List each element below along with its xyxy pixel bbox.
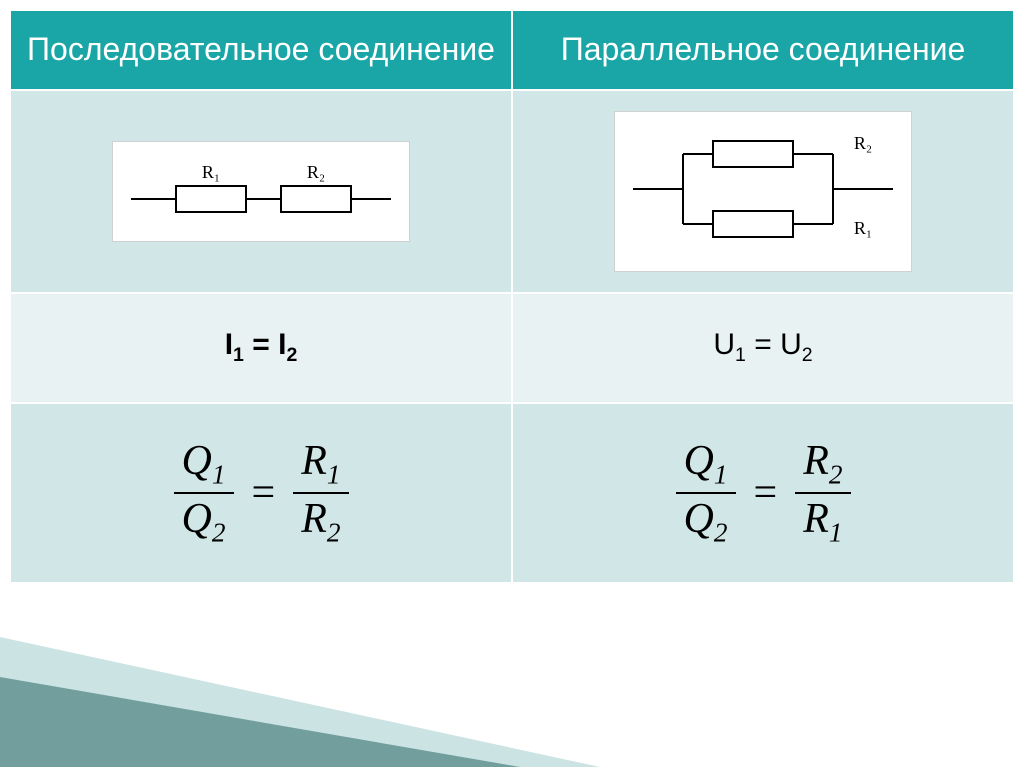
resistor-label-r1: R₁ bbox=[202, 162, 220, 182]
header-parallel: Параллельное соединение bbox=[512, 10, 1014, 90]
parallel-circuit-diagram: R₂ R₁ bbox=[614, 111, 912, 272]
parallel-diagram-cell: R₂ R₁ bbox=[512, 90, 1014, 293]
series-eq2-cell: Q1 Q2 = R1 R2 bbox=[10, 403, 512, 583]
header-series: Последовательное соединение bbox=[10, 10, 512, 90]
resistor-label-r2: R₂ bbox=[307, 162, 325, 182]
series-circuit-diagram: R₁ R₂ bbox=[112, 141, 410, 242]
series-diagram-cell: R₁ R₂ bbox=[10, 90, 512, 293]
series-current-equation: I1 = I2 bbox=[225, 328, 298, 367]
equation-row-1: I1 = I2 U1 = U2 bbox=[10, 293, 1014, 403]
diagram-row: R₁ R₂ R₂ bbox=[10, 90, 1014, 293]
decorative-shadow-dark bbox=[0, 677, 520, 767]
parallel-eq1-cell: U1 = U2 bbox=[512, 293, 1014, 403]
resistor-label-r1-bottom: R₁ bbox=[854, 218, 872, 238]
header-row: Последовательное соединение Параллельное… bbox=[10, 10, 1014, 90]
equation-row-2: Q1 Q2 = R1 R2 Q1 Q2 = bbox=[10, 403, 1014, 583]
series-circuit-svg: R₁ R₂ bbox=[131, 154, 391, 224]
parallel-voltage-equation: U1 = U2 bbox=[713, 328, 812, 367]
comparison-table: Последовательное соединение Параллельное… bbox=[10, 10, 1014, 583]
parallel-circuit-svg: R₂ R₁ bbox=[633, 124, 893, 254]
series-eq1-cell: I1 = I2 bbox=[10, 293, 512, 403]
resistor-label-r2-top: R₂ bbox=[854, 133, 872, 153]
series-ratio-equation: Q1 Q2 = R1 R2 bbox=[174, 436, 349, 549]
parallel-ratio-equation: Q1 Q2 = R2 R1 bbox=[676, 436, 851, 549]
parallel-eq2-cell: Q1 Q2 = R2 R1 bbox=[512, 403, 1014, 583]
